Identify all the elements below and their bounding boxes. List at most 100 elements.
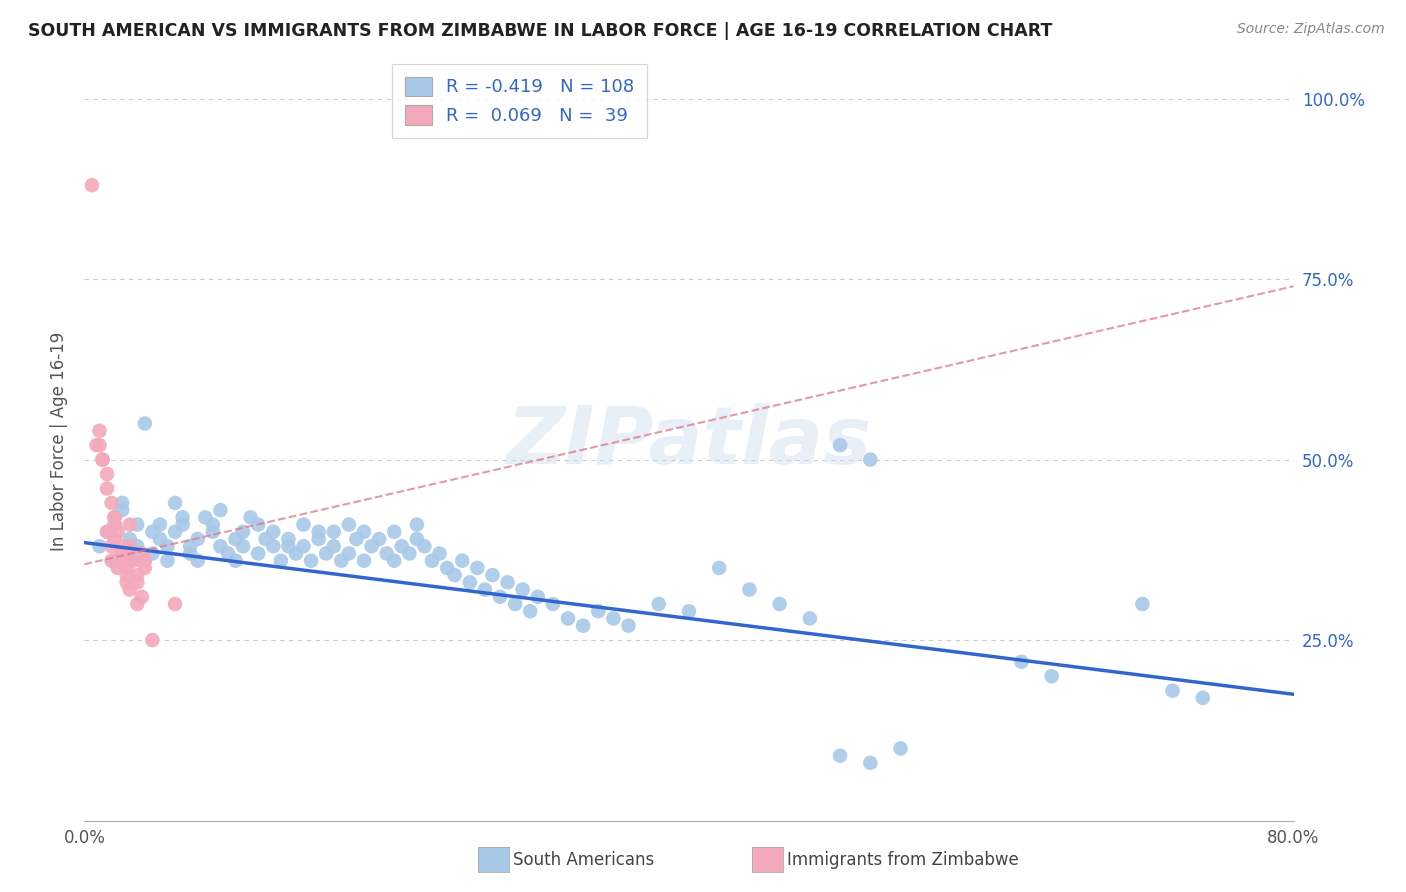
Point	[292, 517, 315, 532]
Point	[353, 554, 375, 568]
Point	[277, 532, 299, 546]
Point	[141, 546, 163, 560]
Point	[232, 539, 254, 553]
Point	[308, 524, 330, 539]
Point	[436, 561, 458, 575]
Point	[474, 582, 496, 597]
Point	[104, 532, 127, 546]
Point	[187, 532, 209, 546]
Point	[1130, 597, 1153, 611]
Point	[115, 568, 138, 582]
Point	[107, 524, 129, 539]
Point	[194, 510, 217, 524]
Point	[134, 561, 156, 575]
Point	[96, 524, 118, 539]
Point	[602, 611, 624, 625]
Point	[299, 554, 322, 568]
Point	[588, 604, 610, 618]
Point	[141, 633, 163, 648]
Point	[451, 554, 474, 568]
Point	[104, 510, 127, 524]
Point	[96, 482, 118, 496]
Point	[247, 546, 270, 560]
Point	[678, 604, 700, 618]
Point	[519, 604, 541, 618]
Point	[111, 539, 134, 553]
Point	[80, 178, 103, 193]
Point	[285, 546, 308, 560]
Point	[100, 539, 122, 553]
Point	[859, 756, 882, 770]
Point	[1011, 655, 1033, 669]
Point	[118, 539, 141, 553]
Point	[503, 597, 526, 611]
Point	[1161, 683, 1184, 698]
Point	[165, 496, 187, 510]
Text: Immigrants from Zimbabwe: Immigrants from Zimbabwe	[787, 851, 1019, 869]
Point	[429, 546, 451, 560]
Point	[353, 524, 375, 539]
Point	[131, 590, 153, 604]
Point	[337, 517, 360, 532]
Point	[572, 618, 595, 632]
Point	[104, 510, 127, 524]
Point	[104, 554, 127, 568]
Point	[391, 539, 413, 553]
Point	[201, 524, 224, 539]
Point	[96, 524, 118, 539]
Point	[165, 524, 187, 539]
Point	[149, 532, 172, 546]
Point	[406, 532, 429, 546]
Point	[709, 561, 731, 575]
Point	[270, 554, 292, 568]
Point	[1040, 669, 1063, 683]
Point	[830, 438, 852, 452]
Point	[115, 575, 138, 590]
Point	[557, 611, 579, 625]
Point	[239, 510, 262, 524]
Point	[308, 532, 330, 546]
Point	[118, 546, 141, 560]
Point	[225, 554, 247, 568]
Point	[420, 554, 443, 568]
Point	[91, 452, 114, 467]
Point	[118, 532, 141, 546]
Point	[96, 467, 118, 481]
Point	[346, 532, 368, 546]
Point	[489, 590, 512, 604]
Point	[127, 575, 149, 590]
Point	[111, 546, 134, 560]
Point	[375, 546, 398, 560]
Point	[382, 554, 405, 568]
Point	[172, 517, 194, 532]
Point	[738, 582, 761, 597]
Point	[134, 417, 156, 431]
Point	[131, 546, 153, 560]
Point	[89, 539, 111, 553]
Point	[127, 539, 149, 553]
Y-axis label: In Labor Force | Age 16-19: In Labor Force | Age 16-19	[49, 332, 67, 551]
Text: ZIPatlas: ZIPatlas	[506, 402, 872, 481]
Point	[127, 597, 149, 611]
Point	[118, 582, 141, 597]
Point	[179, 539, 201, 553]
Point	[382, 524, 405, 539]
Point	[209, 539, 232, 553]
Legend: R = -0.419   N = 108, R =  0.069   N =  39: R = -0.419 N = 108, R = 0.069 N = 39	[392, 64, 647, 138]
Point	[156, 539, 179, 553]
Point	[179, 546, 201, 560]
Point	[172, 510, 194, 524]
Point	[398, 546, 420, 560]
Point	[201, 517, 224, 532]
Point	[118, 517, 141, 532]
Point	[443, 568, 465, 582]
Point	[467, 561, 489, 575]
Point	[107, 561, 129, 575]
Point	[322, 539, 344, 553]
Point	[527, 590, 550, 604]
Point	[617, 618, 640, 632]
Point	[406, 517, 429, 532]
Point	[104, 517, 127, 532]
Point	[413, 539, 436, 553]
Point	[187, 554, 209, 568]
